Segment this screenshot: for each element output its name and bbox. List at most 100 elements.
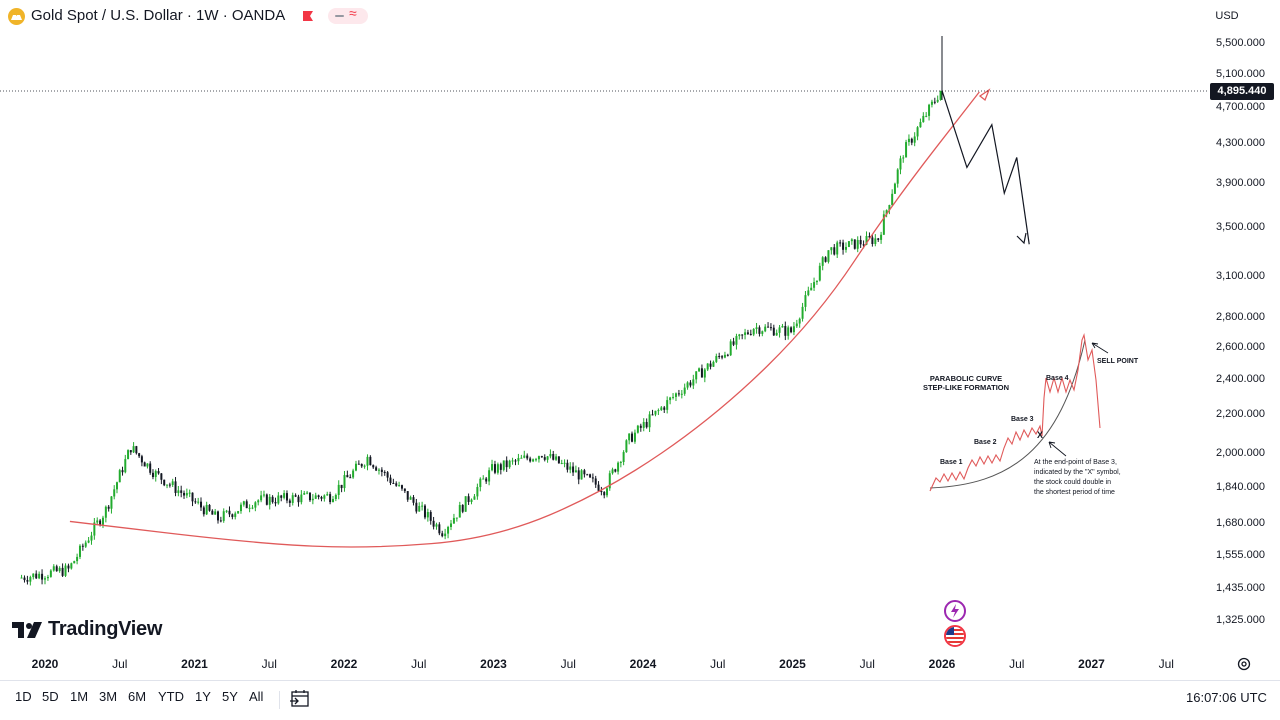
flag-icon[interactable]: [302, 10, 314, 22]
indicator-pill[interactable]: ≈: [328, 5, 368, 24]
price-chart[interactable]: PARABOLIC CURVE STEP-LIKE FORMATION Base…: [0, 32, 1208, 652]
range-button-1y[interactable]: 1Y: [195, 689, 211, 704]
candle-body: [913, 136, 916, 143]
range-button-ytd[interactable]: YTD: [158, 689, 184, 704]
candle-body: [58, 567, 61, 572]
x-mark: X: [1037, 430, 1043, 440]
base-4-label: Base 4: [1046, 375, 1069, 382]
candle-body: [280, 495, 283, 498]
range-button-6m[interactable]: 6M: [128, 689, 147, 704]
candle-body: [508, 460, 511, 468]
candle-body: [143, 462, 146, 467]
time-axis-label: Jul: [411, 657, 427, 671]
candle-body: [792, 326, 795, 333]
candle-body: [663, 407, 666, 410]
candle-body: [847, 241, 850, 247]
candle-body: [262, 494, 265, 496]
event-lightning-icon[interactable]: [944, 600, 966, 622]
candle-body: [566, 462, 569, 470]
utc-clock[interactable]: 16:07:06 UTC: [1186, 690, 1267, 705]
range-button-all[interactable]: All: [249, 689, 264, 704]
candle-body: [535, 459, 538, 461]
candle-body: [666, 400, 669, 410]
symbol-title[interactable]: Gold Spot / U.S. Dollar · 1W · OANDA: [31, 7, 286, 24]
candle-body: [320, 497, 323, 499]
candle-body: [222, 511, 225, 521]
time-axis[interactable]: 2020 Jul 2021 Jul 2022 Jul 2023 Jul 2024 Jul 2025 J…: [0, 652, 1208, 676]
candle-body: [352, 470, 355, 478]
candle-body: [882, 214, 885, 235]
candle-body: [473, 496, 476, 500]
candle-body: [572, 466, 575, 473]
candle-body: [798, 318, 801, 324]
candle-body: [801, 306, 804, 319]
time-axis-label: Jul: [560, 657, 576, 671]
candle-body: [132, 446, 135, 453]
base-3-label: Base 3: [1011, 416, 1034, 423]
candle-body: [357, 463, 360, 465]
time-axis-label: 2022: [330, 657, 358, 671]
range-button-3m[interactable]: 3M: [99, 689, 118, 704]
candle-body: [225, 510, 228, 512]
candle-body: [928, 104, 931, 116]
candle-body: [464, 496, 467, 512]
go-to-date-calendar-icon[interactable]: [289, 687, 311, 709]
candle-body: [726, 354, 729, 356]
candle-body: [455, 517, 458, 519]
candle-body: [202, 507, 205, 515]
range-button-5d[interactable]: 5D: [42, 689, 59, 704]
price-label: 2,200.000: [1216, 408, 1265, 420]
candle-body: [594, 478, 597, 485]
candle-body: [721, 356, 724, 358]
candle-body: [677, 393, 680, 395]
candle-body: [121, 470, 124, 473]
candle-body: [23, 577, 26, 581]
candle-body: [260, 495, 263, 501]
time-axis-label: 2027: [1078, 657, 1105, 671]
candle-body: [291, 495, 294, 503]
candle-body: [231, 514, 234, 517]
chart-header: Gold Spot / U.S. Dollar · 1W · OANDA ≈ U…: [0, 0, 1280, 32]
candle-body: [157, 471, 160, 474]
candle-body: [589, 474, 592, 478]
candle-body: [96, 520, 99, 523]
sell-point-label: SELL POINT: [1097, 358, 1139, 365]
candle-body: [274, 502, 277, 504]
candle-body: [400, 485, 403, 489]
range-button-1m[interactable]: 1M: [70, 689, 89, 704]
range-button-1d[interactable]: 1D: [15, 689, 32, 704]
candle-body: [470, 499, 473, 502]
inset-step-line: [929, 332, 1101, 492]
candle-body: [557, 456, 560, 464]
candle-body: [537, 456, 540, 460]
candle-body: [517, 457, 520, 462]
candlestick-series: [20, 36, 943, 586]
candle-body: [842, 242, 845, 250]
candle-body: [511, 460, 514, 462]
candle-body: [101, 517, 104, 525]
candle-body: [257, 500, 260, 503]
price-axis[interactable]: 5,500.000 5,100.000 4,700.000 4,300.000 …: [1208, 0, 1280, 652]
candle-body: [135, 446, 138, 454]
candle-body: [552, 454, 555, 460]
currency-button[interactable]: USD: [1215, 10, 1239, 22]
candle-body: [406, 491, 409, 500]
candle-body: [205, 504, 208, 515]
range-button-5y[interactable]: 5Y: [222, 689, 238, 704]
candle-body: [283, 493, 286, 498]
wave-icon: ≈: [349, 5, 357, 21]
candle-body: [61, 567, 64, 576]
chart-plot-area[interactable]: PARABOLIC CURVE STEP-LIKE FORMATION Base…: [0, 32, 1208, 652]
candle-body: [529, 458, 532, 462]
time-axis-label: 2023: [480, 657, 507, 671]
axis-settings-gear-icon[interactable]: [1234, 654, 1254, 674]
candle-body: [885, 210, 888, 215]
candle-body: [380, 469, 383, 472]
curve-arrowhead: [978, 88, 991, 102]
candle-body: [636, 425, 639, 433]
candle-body: [856, 239, 859, 249]
candle-body: [369, 456, 372, 466]
candle-body: [654, 410, 657, 415]
us-flag-event-icon[interactable]: [944, 625, 966, 647]
bottom-toolbar: 1D 5D 1M 3M 6M YTD 1Y 5Y All 16:07:06 UT…: [0, 680, 1280, 720]
